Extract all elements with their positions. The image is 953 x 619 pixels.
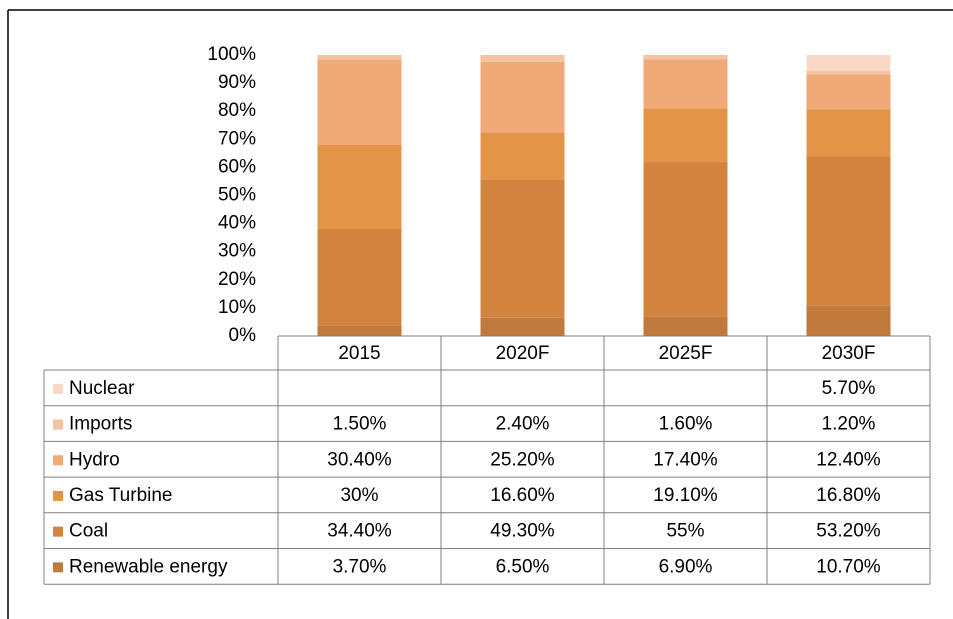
bar-segment — [317, 228, 402, 326]
legend-swatch — [53, 490, 63, 501]
legend-label: Nuclear — [69, 378, 135, 399]
x-tick-label: 2020F — [496, 343, 550, 364]
table-value: 16.60% — [490, 485, 555, 506]
table-value: 34.40% — [327, 521, 392, 542]
table-value: 5.70% — [822, 378, 876, 399]
legend-swatch — [53, 526, 63, 537]
bar-segment — [317, 144, 402, 229]
bar-segment — [806, 55, 891, 72]
bar-segment — [643, 108, 728, 163]
y-tick-label: 50% — [218, 185, 256, 206]
bar-segment — [806, 156, 891, 306]
table-value: 19.10% — [653, 485, 718, 506]
bar-segment — [643, 162, 728, 317]
legend-label: Gas Turbine — [69, 485, 173, 506]
bar-segment — [806, 109, 891, 157]
y-tick-label: 0% — [229, 325, 257, 346]
bar-segment — [643, 316, 728, 336]
y-tick-label: 100% — [207, 44, 256, 65]
y-tick-label: 80% — [218, 100, 256, 121]
table-value: 49.30% — [490, 521, 555, 542]
bar-segment — [480, 61, 565, 133]
bar-segment — [806, 305, 891, 336]
table-value: 16.80% — [816, 485, 881, 506]
legend-label: Renewable energy — [69, 556, 228, 577]
table-value: 6.90% — [659, 556, 713, 577]
bar-segment — [480, 132, 565, 180]
x-tick-label: 2015 — [338, 343, 380, 364]
table-value: 55% — [666, 521, 704, 542]
table-value: 1.60% — [659, 414, 713, 435]
bar-segment — [317, 59, 402, 145]
bar-segment — [643, 55, 728, 60]
legend-swatch — [53, 562, 63, 573]
bar-segment — [643, 59, 728, 109]
legend-swatch — [53, 383, 63, 394]
legend-label: Hydro — [69, 449, 120, 470]
bar-segment — [806, 71, 891, 75]
bar-segment — [806, 74, 891, 110]
table-value: 6.50% — [496, 556, 550, 577]
bar-segment — [317, 325, 402, 336]
table-value: 1.50% — [333, 414, 387, 435]
table-value: 3.70% — [333, 556, 387, 577]
legend-label: Imports — [69, 414, 132, 435]
y-tick-label: 10% — [218, 297, 256, 318]
y-tick-label: 40% — [218, 213, 256, 234]
table-value: 25.20% — [490, 449, 555, 470]
y-tick-label: 60% — [218, 156, 256, 177]
x-tick-label: 2030F — [822, 343, 876, 364]
legend-swatch — [53, 419, 63, 430]
table-value: 12.40% — [816, 449, 881, 470]
table-value: 10.70% — [816, 556, 881, 577]
table-value: 30% — [340, 485, 378, 506]
table-value: 30.40% — [327, 449, 392, 470]
y-tick-label: 20% — [218, 269, 256, 290]
y-tick-label: 70% — [218, 128, 256, 149]
legend-swatch — [53, 455, 63, 466]
y-tick-label: 30% — [218, 241, 256, 262]
table-value: 17.40% — [653, 449, 718, 470]
bar-segment — [480, 317, 565, 336]
table-value: 2.40% — [496, 414, 550, 435]
table-value: 53.20% — [816, 521, 881, 542]
bar-segment — [480, 179, 565, 318]
legend-label: Coal — [69, 521, 108, 542]
x-tick-label: 2025F — [659, 343, 713, 364]
bar-segment — [317, 55, 402, 60]
y-tick-label: 90% — [218, 72, 256, 93]
table-value: 1.20% — [822, 414, 876, 435]
bar-segment — [480, 55, 565, 62]
